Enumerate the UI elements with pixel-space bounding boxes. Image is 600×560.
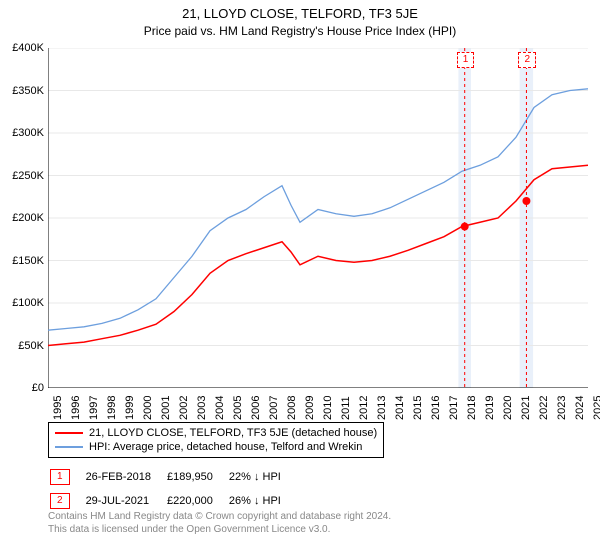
plot-svg [48,48,588,388]
plot-area [48,48,588,388]
y-tick-label: £0 [0,382,44,394]
x-tick-label: 2014 [394,392,406,420]
x-tick-label: 2013 [376,392,388,420]
x-tick-label: 2023 [556,392,568,420]
sale-date-1: 26-FEB-2018 [86,466,165,488]
legend-label-property: 21, LLOYD CLOSE, TELFORD, TF3 5JE (detac… [89,427,377,439]
footer-line-1: Contains HM Land Registry data © Crown c… [48,510,391,523]
sale-marker-2: 2 [50,493,70,509]
legend-item-hpi: HPI: Average price, detached house, Telf… [55,440,377,454]
x-tick-label: 2015 [412,392,424,420]
x-tick-label: 2009 [304,392,316,420]
x-tick-label: 1997 [88,392,100,420]
legend-item-property: 21, LLOYD CLOSE, TELFORD, TF3 5JE (detac… [55,426,377,440]
x-tick-label: 2020 [502,392,514,420]
sale-marker-label-2: 2 [518,52,536,68]
sale-marker-1: 1 [50,469,70,485]
x-tick-label: 1999 [124,392,136,420]
x-tick-label: 1996 [70,392,82,420]
sale-date-2: 29-JUL-2021 [86,490,165,512]
sales-table: 1 26-FEB-2018 £189,950 22% ↓ HPI 2 29-JU… [48,464,297,514]
x-tick-label: 2002 [178,392,190,420]
sale-pct-1: 22% ↓ HPI [229,466,295,488]
sale-pct-2: 26% ↓ HPI [229,490,295,512]
y-tick-label: £350K [0,85,44,97]
x-tick-label: 2008 [286,392,298,420]
y-tick-label: £400K [0,42,44,54]
x-tick-label: 2017 [448,392,460,420]
legend-label-hpi: HPI: Average price, detached house, Telf… [89,441,362,453]
legend: 21, LLOYD CLOSE, TELFORD, TF3 5JE (detac… [48,422,384,458]
x-tick-label: 2010 [322,392,334,420]
x-tick-label: 2024 [574,392,586,420]
sale-row-2: 2 29-JUL-2021 £220,000 26% ↓ HPI [50,490,295,512]
y-tick-label: £100K [0,297,44,309]
legend-swatch-property [55,432,83,434]
x-tick-label: 2012 [358,392,370,420]
x-tick-label: 2019 [484,392,496,420]
y-tick-label: £150K [0,255,44,267]
y-tick-label: £300K [0,127,44,139]
x-tick-label: 2000 [142,392,154,420]
x-tick-label: 2021 [520,392,532,420]
x-tick-label: 1998 [106,392,118,420]
x-tick-label: 2025 [592,392,600,420]
x-tick-label: 2001 [160,392,172,420]
y-tick-label: £250K [0,170,44,182]
x-tick-label: 2016 [430,392,442,420]
sale-price-2: £220,000 [167,490,227,512]
y-tick-label: £200K [0,212,44,224]
footer: Contains HM Land Registry data © Crown c… [48,510,391,536]
legend-swatch-hpi [55,446,83,448]
x-tick-label: 1995 [52,392,64,420]
x-tick-label: 2022 [538,392,550,420]
x-tick-label: 2011 [340,392,352,420]
chart-container: 21, LLOYD CLOSE, TELFORD, TF3 5JE Price … [0,0,600,560]
chart-title: 21, LLOYD CLOSE, TELFORD, TF3 5JE [0,0,600,21]
x-tick-label: 2004 [214,392,226,420]
chart-subtitle: Price paid vs. HM Land Registry's House … [0,21,600,38]
x-tick-label: 2018 [466,392,478,420]
x-tick-label: 2003 [196,392,208,420]
sale-price-1: £189,950 [167,466,227,488]
x-tick-label: 2005 [232,392,244,420]
x-tick-label: 2007 [268,392,280,420]
sale-row-1: 1 26-FEB-2018 £189,950 22% ↓ HPI [50,466,295,488]
y-tick-label: £50K [0,340,44,352]
footer-line-2: This data is licensed under the Open Gov… [48,523,391,536]
x-tick-label: 2006 [250,392,262,420]
sale-marker-label-1: 1 [457,52,475,68]
